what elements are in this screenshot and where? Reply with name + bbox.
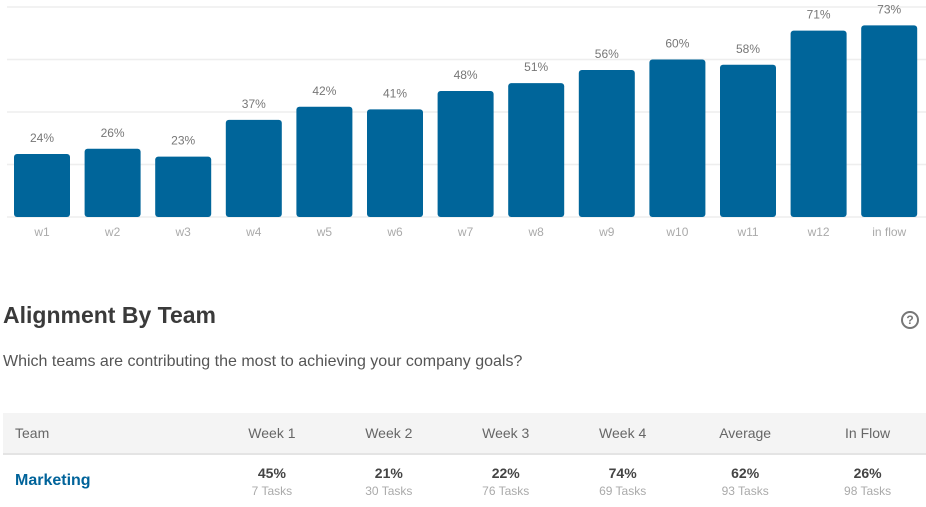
bar-w4[interactable] bbox=[225, 119, 282, 217]
header-week-3: Week 3 bbox=[447, 413, 565, 455]
cell-pct: 21% bbox=[374, 464, 403, 481]
cell-pct: 45% bbox=[257, 464, 286, 481]
data-label: 73% bbox=[877, 2, 901, 16]
x-tick-label: w4 bbox=[245, 225, 262, 239]
table-header-row: Team Week 1 Week 2 Week 3 Week 4 Average… bbox=[3, 413, 926, 455]
x-tick-label: w6 bbox=[386, 225, 403, 239]
bar-w2[interactable] bbox=[84, 148, 141, 217]
x-tick-label: w3 bbox=[175, 225, 192, 239]
bar-w10[interactable] bbox=[649, 59, 706, 218]
cell-tasks: 76 Tasks bbox=[482, 483, 530, 498]
cell-tasks: 98 Tasks bbox=[844, 483, 892, 498]
data-label: 48% bbox=[454, 68, 478, 82]
bar-w5[interactable] bbox=[296, 106, 353, 217]
cell-tasks: 30 Tasks bbox=[365, 483, 413, 498]
section-subtitle: Which teams are contributing the most to… bbox=[3, 353, 523, 370]
data-label: 58% bbox=[736, 42, 760, 56]
bar-w1[interactable] bbox=[14, 154, 70, 217]
data-label: 37% bbox=[242, 97, 266, 111]
data-label: 60% bbox=[665, 37, 689, 51]
x-tick-label: w10 bbox=[665, 225, 688, 239]
x-tick-label: in flow bbox=[872, 225, 906, 239]
data-label: 56% bbox=[595, 47, 619, 61]
cell-pct: 22% bbox=[491, 464, 520, 481]
cell-pct: 62% bbox=[731, 464, 760, 481]
x-tick-label: w2 bbox=[104, 225, 121, 239]
data-label: 71% bbox=[807, 8, 831, 22]
header-week-2: Week 2 bbox=[330, 413, 448, 455]
bar-in-flow[interactable] bbox=[861, 25, 918, 217]
x-tick-label: w8 bbox=[528, 225, 545, 239]
bar-w11[interactable] bbox=[720, 64, 776, 217]
section-title: Alignment By Team bbox=[3, 302, 216, 328]
bar-w8[interactable] bbox=[508, 83, 565, 217]
data-label: 51% bbox=[524, 60, 548, 74]
data-label: 23% bbox=[171, 134, 195, 148]
bar-w12[interactable] bbox=[790, 30, 847, 217]
bar-w6[interactable] bbox=[367, 109, 423, 217]
bar-w3[interactable] bbox=[155, 156, 212, 217]
cell-tasks: 93 Tasks bbox=[721, 483, 769, 498]
x-tick-label: w12 bbox=[807, 225, 830, 239]
cell-pct: 26% bbox=[853, 464, 882, 481]
weekly-alignment-bar-chart: 24% w1 26% w2 23% w3 37% w4 42% w5 41% w6 48% w7 51% w8… bbox=[7, 2, 926, 239]
team-link-marketing[interactable]: Marketing bbox=[15, 472, 91, 489]
x-tick-label: w1 bbox=[33, 225, 50, 239]
x-tick-label: w11 bbox=[736, 225, 758, 239]
team-alignment-table: Team Week 1 Week 2 Week 3 Week 4 Average… bbox=[3, 413, 926, 507]
header-week-4: Week 4 bbox=[564, 413, 682, 455]
x-tick-label: w9 bbox=[598, 225, 615, 239]
x-tick-label: w5 bbox=[316, 225, 333, 239]
data-label: 42% bbox=[312, 84, 336, 98]
data-label: 41% bbox=[383, 86, 407, 100]
header-week-1: Week 1 bbox=[213, 413, 331, 455]
table-row: Marketing 45% 7 Tasks 21% 30 Tasks 22% 76 T… bbox=[3, 454, 926, 507]
data-label: 26% bbox=[101, 126, 125, 140]
cell-pct: 74% bbox=[608, 464, 637, 481]
cell-tasks: 7 Tasks bbox=[251, 483, 293, 498]
question-circle-icon[interactable]: ? bbox=[901, 311, 919, 329]
x-tick-label: w7 bbox=[457, 225, 474, 239]
header-in-flow: In Flow bbox=[809, 413, 926, 455]
cell-tasks: 69 Tasks bbox=[599, 483, 647, 498]
data-label: 24% bbox=[30, 131, 54, 145]
header-average: Average bbox=[681, 413, 810, 455]
header-team: Team bbox=[3, 413, 214, 455]
bar-w7[interactable] bbox=[437, 91, 494, 217]
bar-w9[interactable] bbox=[578, 70, 635, 217]
